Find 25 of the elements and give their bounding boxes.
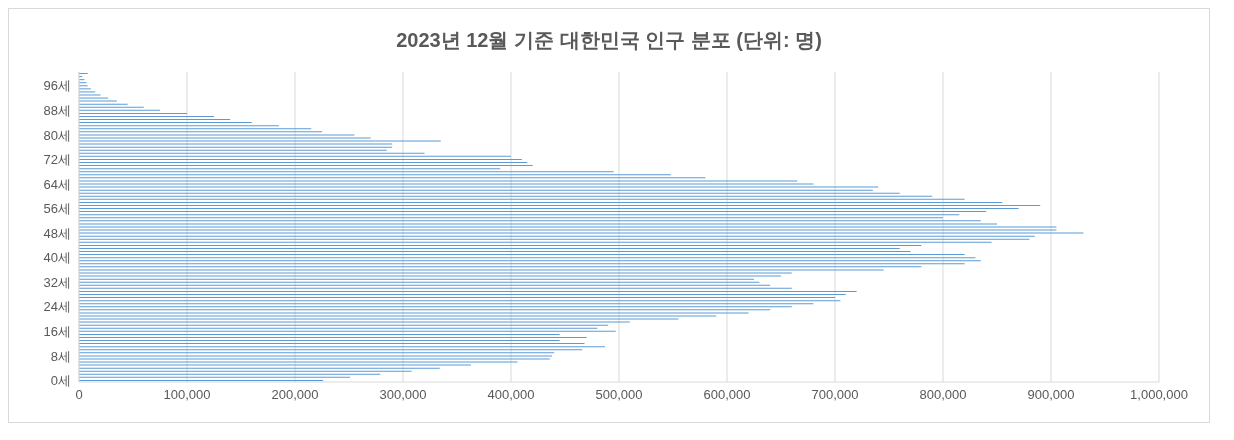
- y-tick-label: 0세: [50, 373, 71, 389]
- x-tick-label: 600,000: [703, 387, 751, 403]
- x-tick-label: 700,000: [811, 387, 859, 403]
- y-tick-label: 80세: [43, 127, 71, 143]
- x-tick-label: 1,000,000: [1130, 387, 1188, 403]
- x-tick-label: 500,000: [595, 387, 643, 403]
- x-tick-label: 900,000: [1027, 387, 1075, 403]
- x-tick-label: 300,000: [379, 387, 427, 403]
- y-tick-label: 88세: [43, 102, 71, 118]
- y-tick-label: 8세: [50, 348, 71, 364]
- y-tick-label: 40세: [43, 250, 71, 266]
- y-tick-label: 24세: [43, 299, 71, 315]
- x-tick-label: 200,000: [271, 387, 319, 403]
- y-tick-label: 64세: [43, 176, 71, 192]
- y-tick-label: 16세: [43, 323, 71, 339]
- y-tick-label: 48세: [43, 225, 71, 241]
- x-tick-label: 800,000: [919, 387, 967, 403]
- x-tick-label: 0: [75, 387, 83, 403]
- chart-title: 2023년 12월 기준 대한민국 인구 분포 (단위: 명): [395, 28, 823, 53]
- y-tick-label: 32세: [43, 274, 71, 290]
- y-tick-label: 96세: [43, 78, 71, 94]
- x-tick-label: 400,000: [487, 387, 535, 403]
- y-tick-label: 72세: [43, 152, 71, 168]
- y-tick-label: 56세: [43, 201, 71, 217]
- x-tick-label: 100,000: [163, 387, 211, 403]
